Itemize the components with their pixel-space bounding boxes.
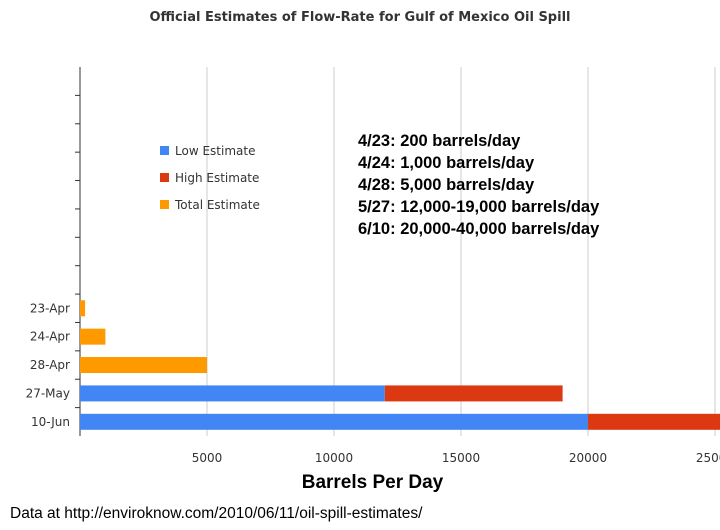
legend-item-low: Low Estimate <box>160 137 260 164</box>
x-tick-label: 5000 <box>192 451 223 465</box>
legend: Low Estimate High Estimate Total Estimat… <box>160 137 260 218</box>
x-tick-label: 25000 <box>696 451 720 465</box>
legend-swatch-high <box>160 173 169 182</box>
legend-label-high: High Estimate <box>175 170 260 185</box>
bar-total <box>80 357 207 374</box>
x-axis-label: Barrels Per Day <box>301 472 444 493</box>
bar-high <box>384 385 563 402</box>
y-tick-label: 10-Jun <box>31 415 70 429</box>
legend-item-total: Total Estimate <box>160 191 260 218</box>
annotation-line: 6/10: 20,000-40,000 barrels/day <box>358 220 600 238</box>
legend-swatch-total <box>160 200 169 209</box>
y-tick-label: 28-Apr <box>30 358 70 372</box>
y-tick-label: 24-Apr <box>30 330 70 344</box>
x-tick-label: 10000 <box>315 451 353 465</box>
y-tick-label: 23-Apr <box>30 301 70 315</box>
bar-total <box>80 300 86 317</box>
annotation-line: 5/27: 12,000-19,000 barrels/day <box>358 198 600 216</box>
annotation-line: 4/23: 200 barrels/day <box>358 132 521 150</box>
chart-title: Official Estimates of Flow-Rate for Gulf… <box>149 10 571 25</box>
bar-low <box>80 413 588 430</box>
bar-high <box>588 413 720 430</box>
bar-total <box>80 328 106 345</box>
source-footer: Data at http://enviroknow.com/2010/06/11… <box>10 505 423 522</box>
y-tick-label: 27-May <box>26 386 70 400</box>
annotation-block: 4/23: 200 barrels/day 4/24: 1,000 barrel… <box>358 130 599 240</box>
x-tick-label: 15000 <box>442 451 480 465</box>
x-tick-label: 20000 <box>569 451 607 465</box>
legend-label-total: Total Estimate <box>175 197 260 212</box>
bar-low <box>80 385 385 402</box>
annotation-line: 4/24: 1,000 barrels/day <box>358 154 535 172</box>
legend-swatch-low <box>160 146 169 155</box>
annotation-line: 4/28: 5,000 barrels/day <box>358 176 535 194</box>
legend-item-high: High Estimate <box>160 164 260 191</box>
legend-label-low: Low Estimate <box>175 143 256 158</box>
